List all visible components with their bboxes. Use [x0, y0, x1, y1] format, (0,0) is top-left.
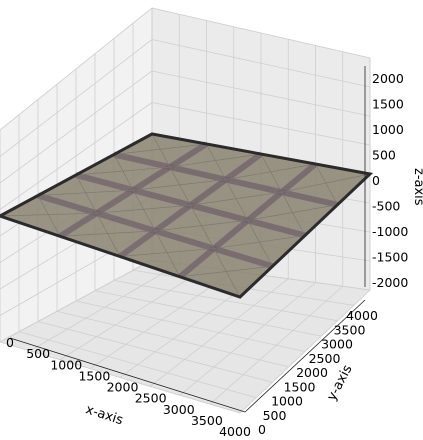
brace-diagonal: [260, 153, 282, 193]
plate-edge: [0, 132, 374, 299]
z-axis-label: z-axis: [411, 168, 423, 206]
z-tick-label: 1500: [372, 97, 404, 112]
grid-floor-y: [75, 300, 306, 352]
x-axis-line: [9, 337, 246, 413]
x-tick-label: 500: [26, 346, 50, 361]
gridlines: [0, 7, 371, 414]
surface-plate: [0, 132, 374, 299]
y-tick-label: 1500: [284, 379, 316, 394]
x-tick-label: 4000: [219, 424, 251, 439]
grid-floor-y: [94, 290, 322, 337]
y-tick-label: 4000: [346, 308, 378, 323]
brace-diagonal: [190, 205, 215, 249]
z-tick-labels: 2000 1500 1000 500 0 -500 -1000 -1500 -2000: [372, 71, 408, 290]
plate-face: [0, 134, 370, 297]
grid-back-z: [151, 70, 371, 117]
brace-diagonal: [169, 166, 191, 206]
brace-diagonal: [315, 163, 338, 205]
x-tick-label: 2000: [107, 380, 139, 395]
brace-diagonal: [113, 154, 134, 191]
x-tick-label: 3000: [163, 402, 195, 417]
grid-left-z: [0, 39, 153, 157]
y-tick-label: 3000: [321, 337, 353, 352]
x-axis-label: x-axis: [84, 402, 125, 428]
grid-back-z: [151, 102, 371, 146]
y-tick-label: 2500: [309, 351, 341, 366]
grid-back-z: [151, 39, 371, 88]
grid-floor-x: [149, 278, 289, 387]
y-axis-line: [244, 299, 366, 413]
x-tick-label: 1500: [78, 368, 110, 383]
brace-diagonal: [75, 174, 97, 214]
y-tick-label: 500: [263, 408, 287, 423]
z-tick-label: -1500: [372, 250, 408, 265]
brace-diagonal: [281, 192, 306, 236]
grid-left-z: [0, 102, 153, 210]
brace-diagonal: [225, 179, 249, 221]
y-tick-label: 0: [258, 422, 266, 437]
brace-diagonal: [151, 133, 171, 168]
z-tick-label: -500: [372, 199, 400, 214]
z-tick-label: -1000: [372, 224, 408, 239]
z-tick-label: 500: [372, 148, 396, 163]
grid-left-z: [0, 7, 153, 131]
z-tick-label: 1000: [372, 122, 404, 137]
grid-back-z: [151, 7, 371, 59]
brace-diagonal: [206, 143, 227, 180]
x-tick-label: 1000: [50, 357, 82, 372]
z-tick-label: 0: [372, 173, 380, 188]
brace-diagonal: [96, 213, 121, 257]
brace-diagonal: [247, 220, 273, 267]
y-axis-label: y-axis: [324, 362, 355, 403]
x-tick-label: 0: [6, 335, 14, 350]
x-tick-label: 2500: [135, 391, 167, 406]
grid-floor-x: [179, 282, 316, 396]
y-tick-label: 3500: [334, 322, 366, 337]
grid-left-z: [0, 70, 153, 184]
y-tick-label: 2000: [296, 365, 328, 380]
grid-floor-x: [209, 285, 344, 405]
brace-diagonal: [132, 189, 156, 232]
grid-floor-x: [239, 289, 371, 414]
brace-diagonal: [37, 195, 61, 237]
x-tick-label: 3500: [191, 413, 223, 428]
brace-diagonal: [213, 248, 241, 298]
z-tick-label: -2000: [372, 275, 408, 290]
grid-floor-y: [113, 280, 338, 322]
y-tick-label: 1000: [271, 394, 303, 409]
brace-diagonal: [154, 230, 181, 277]
z-tick-label: 2000: [372, 71, 404, 86]
